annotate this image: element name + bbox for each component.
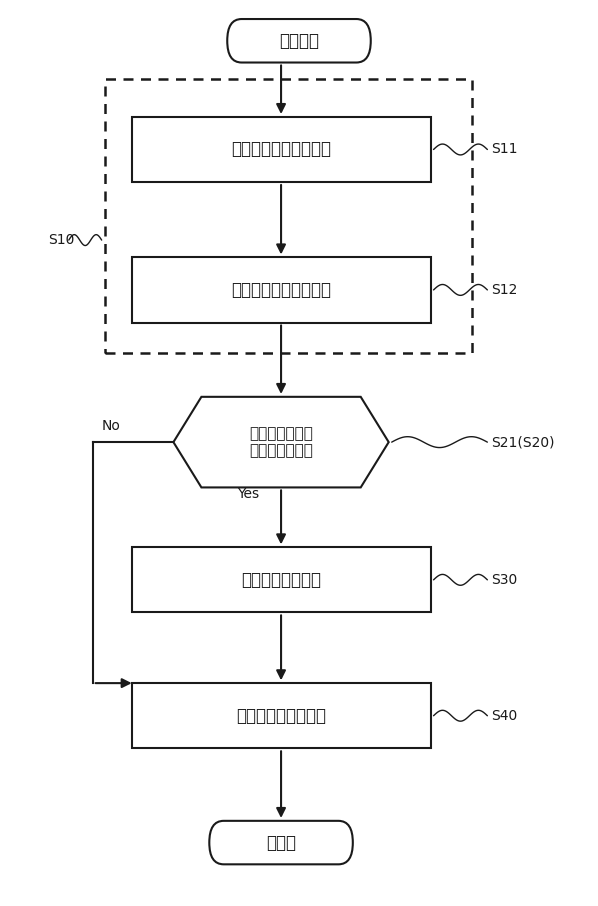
- Text: 第１コードを読み取る: 第１コードを読み取る: [231, 140, 331, 159]
- Polygon shape: [173, 397, 389, 487]
- Text: エンド: エンド: [266, 834, 296, 852]
- Text: 第２コードを読み取る: 第２コードを読み取る: [231, 281, 331, 299]
- Text: S21(S20): S21(S20): [492, 435, 555, 449]
- FancyBboxPatch shape: [209, 821, 353, 864]
- FancyBboxPatch shape: [132, 257, 431, 323]
- FancyBboxPatch shape: [132, 683, 431, 748]
- Text: 出力コードを生成: 出力コードを生成: [241, 571, 321, 589]
- Text: S12: S12: [492, 283, 518, 297]
- Text: S11: S11: [492, 142, 518, 157]
- Text: 出力レシードを出力: 出力レシードを出力: [236, 707, 326, 725]
- Text: スタート: スタート: [279, 32, 319, 50]
- Text: S40: S40: [492, 708, 518, 723]
- FancyBboxPatch shape: [227, 19, 371, 63]
- Text: No: No: [101, 419, 120, 433]
- Text: Yes: Yes: [237, 487, 259, 501]
- Text: S10: S10: [48, 233, 74, 247]
- FancyBboxPatch shape: [132, 547, 431, 612]
- Text: 個人識別情報が
条件を満たす？: 個人識別情報が 条件を満たす？: [249, 426, 313, 458]
- FancyBboxPatch shape: [132, 117, 431, 182]
- Text: S30: S30: [492, 573, 518, 587]
